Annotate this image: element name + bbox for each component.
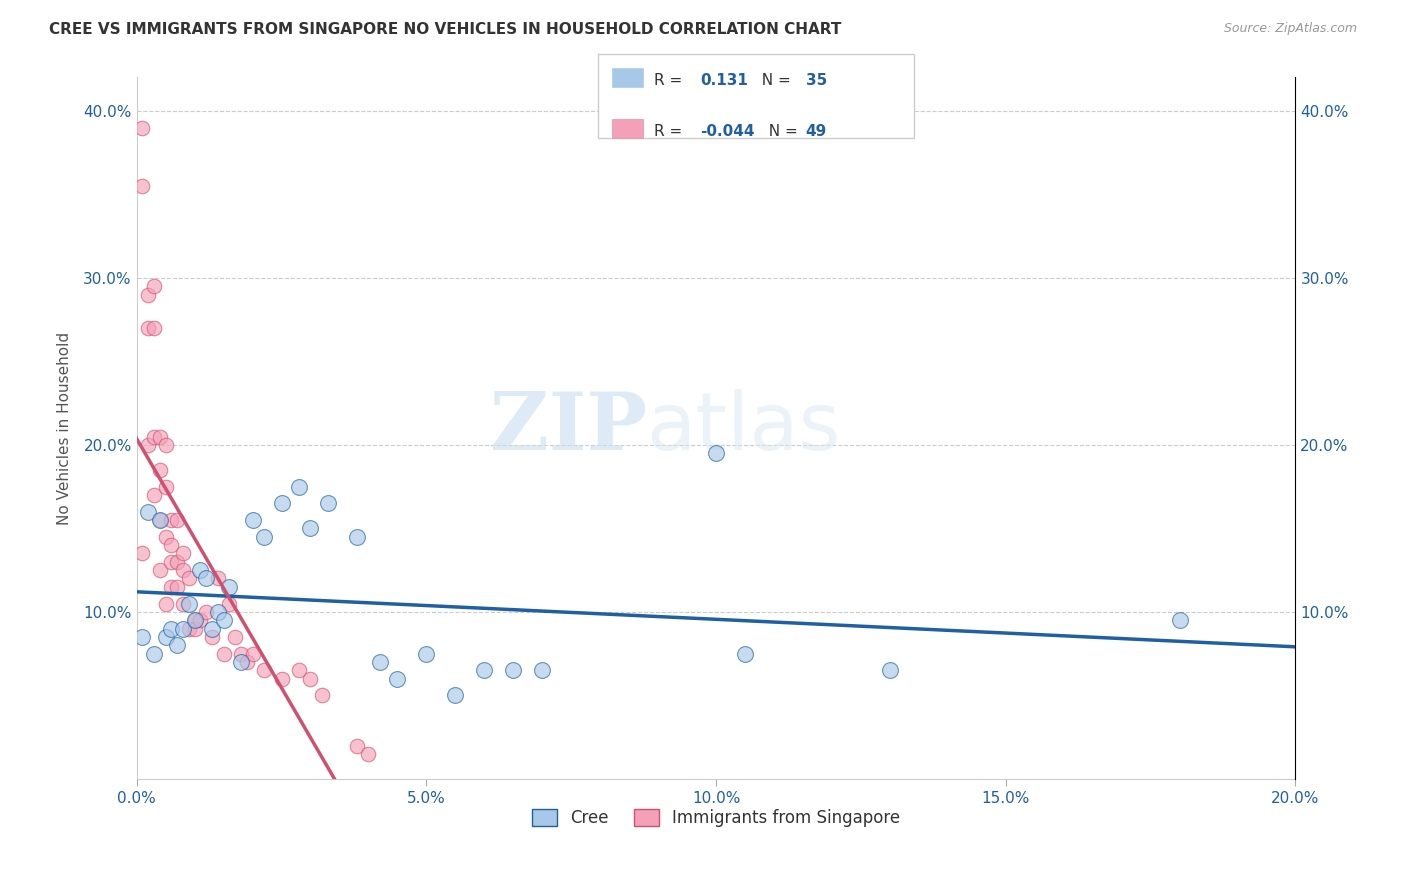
Point: [166, 555, 188, 569]
Point: [166, 513, 188, 527]
Point: [131, 546, 153, 560]
Point: [172, 622, 194, 636]
Point: [166, 580, 188, 594]
Point: [229, 647, 252, 661]
Point: [149, 513, 172, 527]
Point: [155, 480, 177, 494]
Point: [166, 638, 188, 652]
Point: [131, 179, 153, 194]
Point: [201, 622, 224, 636]
Point: [136, 438, 159, 452]
Point: [155, 530, 177, 544]
Point: [288, 480, 311, 494]
Point: [299, 521, 322, 535]
Point: [311, 689, 333, 703]
Point: [734, 647, 756, 661]
Point: [136, 505, 159, 519]
Point: [242, 513, 264, 527]
Point: [212, 613, 235, 627]
Text: R =: R =: [654, 124, 688, 138]
Point: [149, 463, 172, 477]
Point: [183, 613, 205, 627]
Point: [160, 622, 183, 636]
Point: [195, 605, 218, 619]
Point: [218, 580, 240, 594]
Point: [183, 613, 205, 627]
Point: [155, 438, 177, 452]
Point: [172, 597, 194, 611]
Point: [879, 664, 901, 678]
Point: [177, 622, 200, 636]
Text: 0.131: 0.131: [700, 73, 748, 87]
Text: 35: 35: [806, 73, 827, 87]
Point: [195, 572, 218, 586]
Point: [160, 555, 183, 569]
Point: [212, 647, 235, 661]
Point: [149, 513, 172, 527]
Text: 49: 49: [806, 124, 827, 138]
Point: [531, 664, 554, 678]
Y-axis label: No Vehicles in Household: No Vehicles in Household: [58, 332, 72, 524]
Point: [190, 563, 212, 577]
Point: [183, 622, 205, 636]
Point: [253, 664, 276, 678]
Point: [502, 664, 524, 678]
Text: R =: R =: [654, 73, 688, 87]
Point: [368, 655, 391, 669]
Text: ZIP: ZIP: [489, 389, 647, 467]
Point: [224, 630, 246, 644]
Legend: Cree, Immigrants from Singapore: Cree, Immigrants from Singapore: [526, 802, 907, 834]
Point: [229, 655, 252, 669]
Point: [1168, 613, 1191, 627]
Point: [270, 496, 292, 510]
Point: [253, 530, 276, 544]
Point: [131, 630, 153, 644]
Point: [201, 630, 224, 644]
Point: [131, 120, 153, 135]
Point: [288, 664, 311, 678]
Text: -0.044: -0.044: [700, 124, 755, 138]
Point: [172, 546, 194, 560]
Point: [207, 572, 229, 586]
Point: [235, 655, 257, 669]
Point: [316, 496, 339, 510]
Text: CREE VS IMMIGRANTS FROM SINGAPORE NO VEHICLES IN HOUSEHOLD CORRELATION CHART: CREE VS IMMIGRANTS FROM SINGAPORE NO VEH…: [49, 22, 842, 37]
Point: [242, 647, 264, 661]
Point: [155, 630, 177, 644]
Point: [357, 747, 380, 761]
Point: [143, 429, 166, 443]
Point: [704, 446, 727, 460]
Text: N =: N =: [752, 73, 796, 87]
Point: [143, 647, 166, 661]
Point: [172, 563, 194, 577]
Point: [160, 513, 183, 527]
Point: [346, 530, 368, 544]
Point: [160, 580, 183, 594]
Point: [299, 672, 322, 686]
Point: [177, 572, 200, 586]
Text: atlas: atlas: [647, 389, 841, 467]
Point: [155, 597, 177, 611]
Point: [136, 321, 159, 335]
Point: [177, 597, 200, 611]
Point: [346, 739, 368, 753]
Text: Source: ZipAtlas.com: Source: ZipAtlas.com: [1223, 22, 1357, 36]
Point: [218, 597, 240, 611]
Point: [136, 287, 159, 301]
Point: [190, 613, 212, 627]
Point: [444, 689, 467, 703]
Point: [270, 672, 292, 686]
Point: [143, 279, 166, 293]
Point: [207, 605, 229, 619]
Point: [143, 488, 166, 502]
Point: [387, 672, 409, 686]
Point: [149, 563, 172, 577]
Point: [160, 538, 183, 552]
Point: [472, 664, 495, 678]
Point: [143, 321, 166, 335]
Point: [149, 429, 172, 443]
Point: [415, 647, 437, 661]
Text: N =: N =: [759, 124, 803, 138]
